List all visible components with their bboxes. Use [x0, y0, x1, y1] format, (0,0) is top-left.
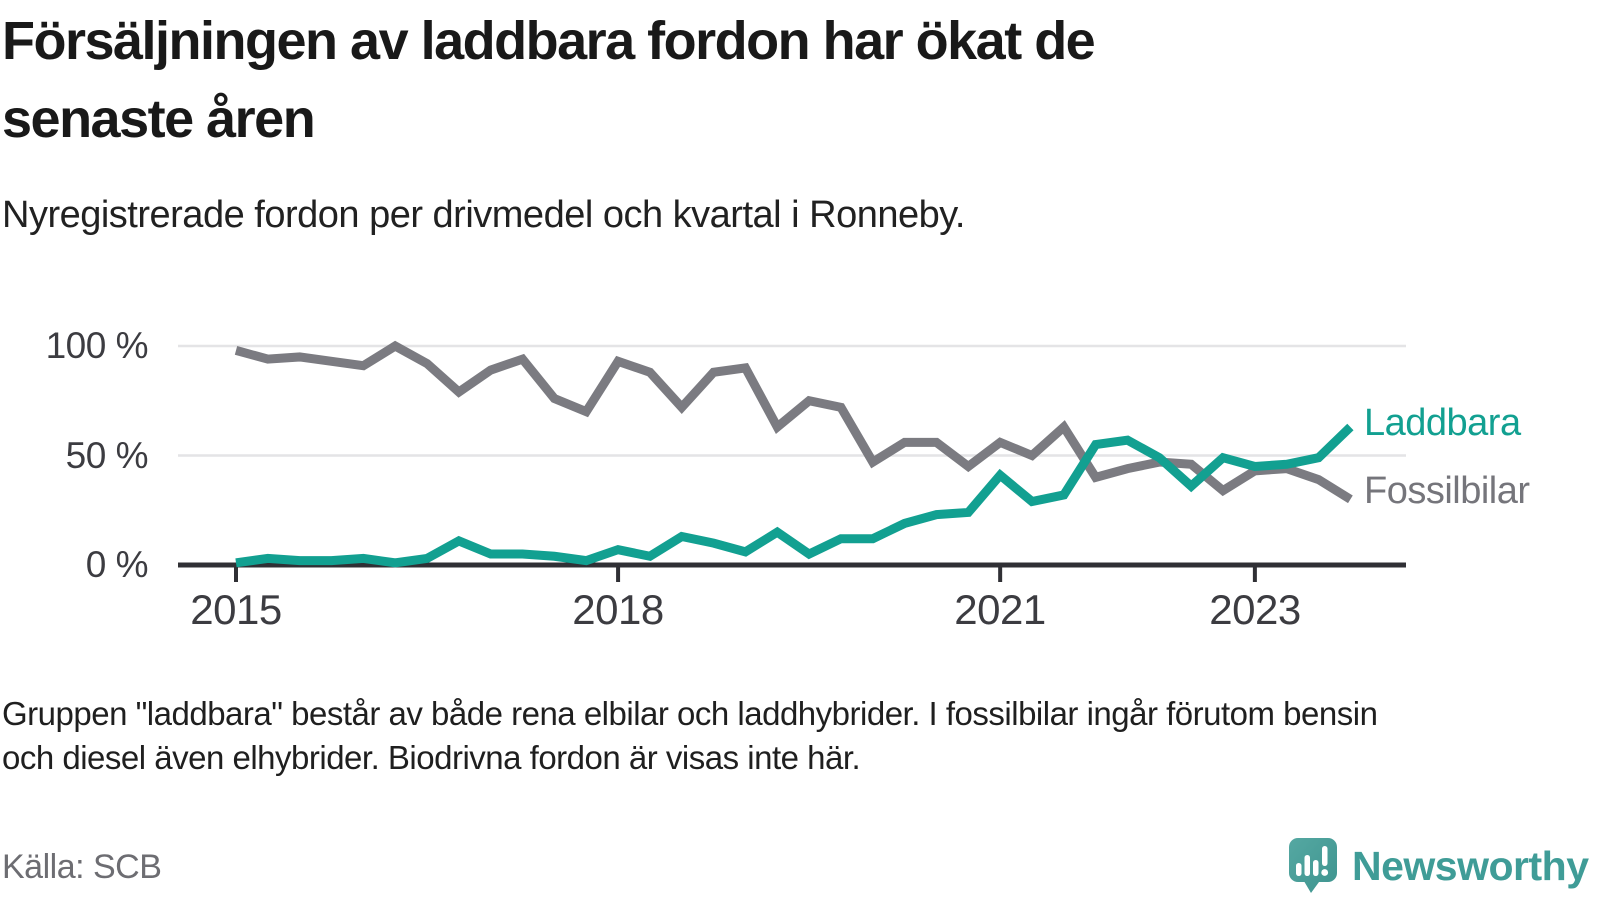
x-axis-tick-2018: 2018 [572, 586, 664, 633]
footnote-line-2: och diesel även elhybrider. Biodrivna fo… [2, 739, 861, 776]
x-axis-tick-2023: 2023 [1209, 586, 1301, 633]
y-axis-tick-100: 100 % [45, 325, 149, 366]
footnote-line-1: Gruppen "laddbara" består av både rena e… [2, 695, 1378, 732]
chart-subtitle: Nyregistrerade fordon per drivmedel och … [2, 194, 966, 236]
x-axis-tick-2021: 2021 [954, 586, 1046, 633]
y-axis-tick-0: 0 % [85, 544, 149, 585]
chart-footnote: Gruppen "laddbara" består av både rena e… [2, 692, 1562, 780]
title-line-2: senaste åren [2, 89, 316, 150]
source-credit: Källa: SCB [2, 848, 162, 886]
title-line-1: Försäljningen av laddbara fordon har öka… [2, 11, 1096, 71]
newsworthy-wordmark: Newsworthy [1352, 842, 1589, 889]
newsworthy-pin-barchart-icon [1289, 838, 1337, 893]
legend-label-laddbara: Laddbara [1364, 402, 1521, 444]
x-axis-tick-2015: 2015 [190, 586, 282, 633]
legend-label-fossilbilar: Fossilbilar [1364, 470, 1530, 512]
page-title: Försäljningen av laddbara fordon har öka… [2, 2, 1562, 159]
y-axis-tick-50: 50 % [65, 435, 149, 476]
newsworthy-logo: Newsworthy [1288, 836, 1600, 896]
